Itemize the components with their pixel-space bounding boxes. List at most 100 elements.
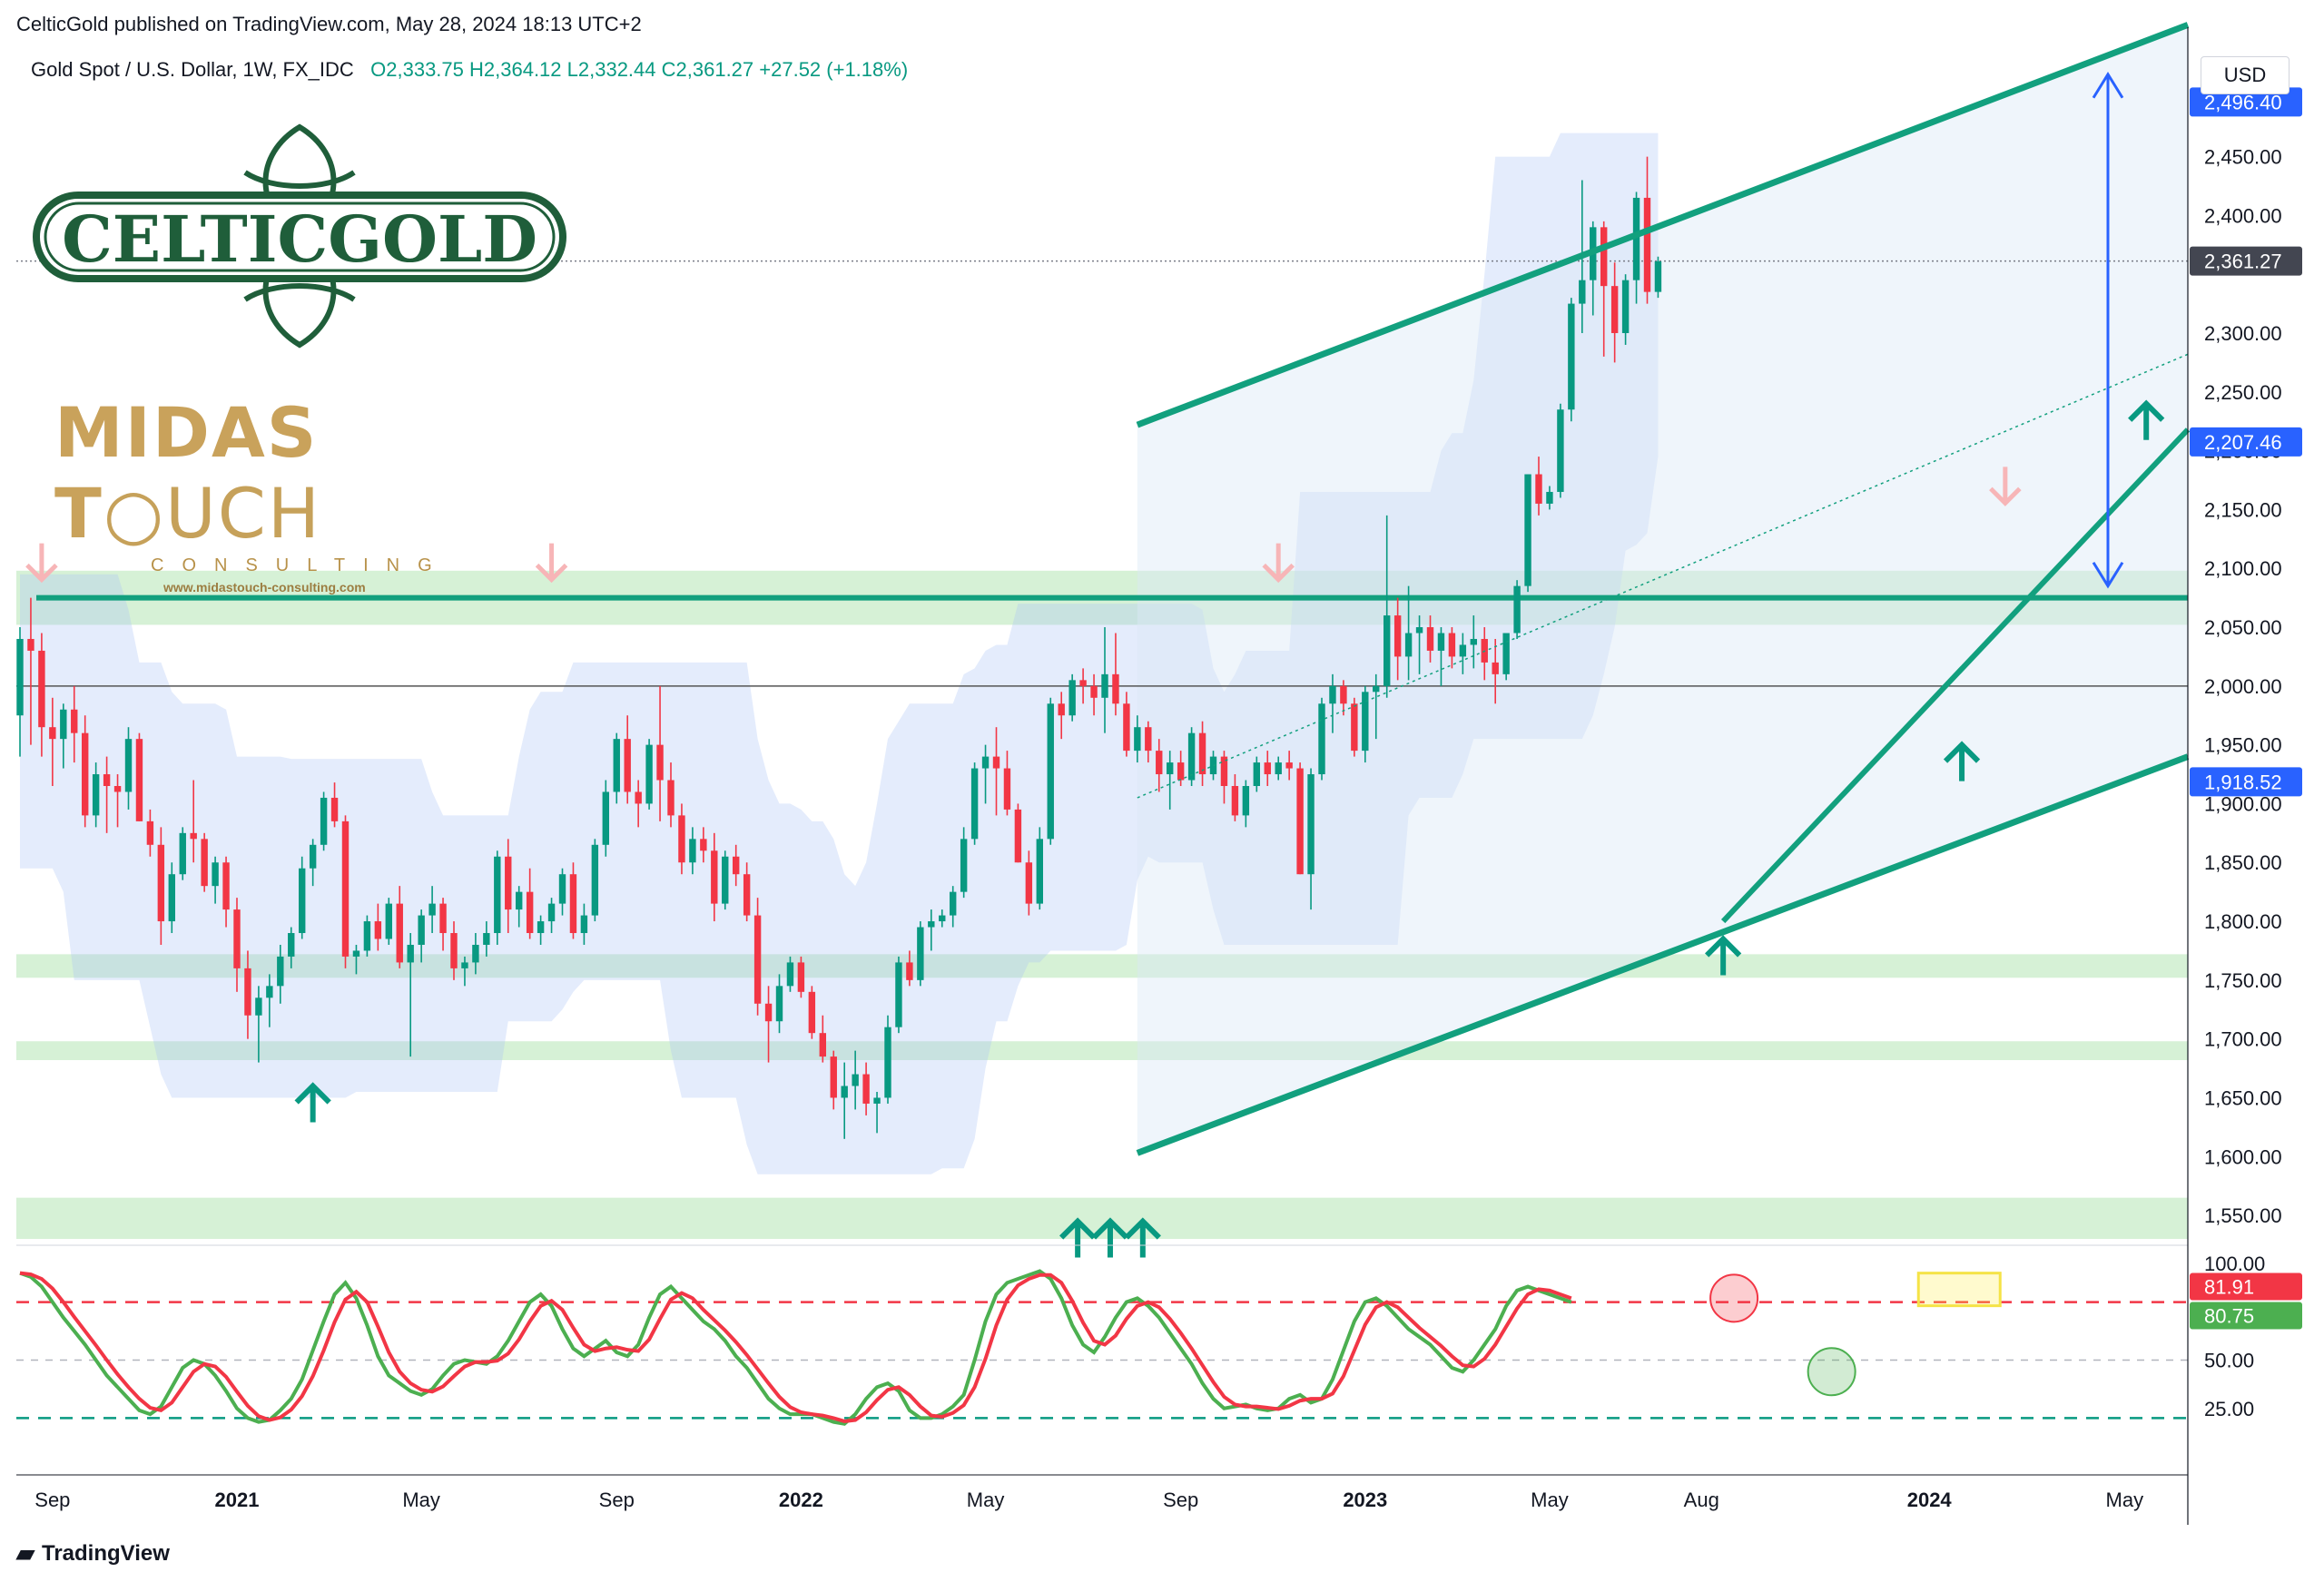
candle-body <box>1600 227 1608 287</box>
stochastic-panel <box>16 1244 2188 1476</box>
candle-body <box>277 956 284 987</box>
stoch-highlight-top <box>1709 1273 1759 1323</box>
candle-body <box>1524 474 1531 586</box>
candle-body <box>1079 680 1087 686</box>
price-tick-label: 1,950.00 <box>2204 734 2282 757</box>
candle-body <box>960 839 968 892</box>
price-tick-label: 2,000.00 <box>2204 675 2282 698</box>
price-tick-label: 1,800.00 <box>2204 910 2282 933</box>
candle-body <box>1415 627 1423 634</box>
price-tick-label: 1,600.00 <box>2204 1145 2282 1168</box>
candle-body <box>135 739 143 821</box>
candle-body <box>667 780 675 816</box>
candle-body <box>341 820 350 957</box>
midas-subtitle: CONSULTING <box>151 555 450 575</box>
time-tick-label: Sep <box>34 1489 70 1511</box>
candle-body <box>266 986 273 998</box>
time-tick-label: May <box>402 1489 440 1511</box>
candle-body <box>852 1074 859 1086</box>
candle-body <box>1610 286 1619 333</box>
candle-body <box>505 856 512 910</box>
celtic-logo-text: CELTICGOLD <box>62 201 537 277</box>
price-badges: 2,496.40 2,361.27 2,207.46 1,918.52 81.91 80.… <box>2190 87 2302 1330</box>
candle-body <box>494 856 501 934</box>
price-tick-label: 1,900.00 <box>2204 792 2282 815</box>
price-badge-label: 1,918.52 <box>2204 771 2282 793</box>
candle-body <box>613 739 620 792</box>
steep-support-line <box>1720 427 2191 924</box>
candle-body <box>732 856 740 875</box>
candle-body <box>385 903 393 939</box>
time-tick-label: 2022 <box>779 1489 823 1511</box>
candle-body <box>483 933 490 945</box>
candle-body <box>1058 703 1065 716</box>
candle-body <box>928 921 935 928</box>
candle-body <box>1492 662 1499 674</box>
candle-body <box>309 844 317 869</box>
candle-body <box>895 962 902 1027</box>
currency-button[interactable]: USD <box>2201 56 2290 94</box>
price-badge <box>2190 427 2302 457</box>
up-arrow-annotation <box>2128 399 2165 440</box>
candle-body <box>580 915 588 934</box>
candle-body <box>113 785 122 792</box>
candle-body <box>190 832 197 840</box>
candle-body <box>233 909 241 968</box>
candle-body <box>1307 774 1315 875</box>
candle-body <box>244 968 251 1016</box>
candle-body <box>722 856 729 904</box>
candle-body <box>1068 680 1076 716</box>
candle-body <box>1231 785 1239 816</box>
candle-body <box>201 839 208 887</box>
candlestick-series <box>16 156 1662 1139</box>
stoch-highlight-box <box>1916 1272 2002 1308</box>
up-arrow-annotation <box>1091 1217 1129 1258</box>
candle-body <box>1275 762 1282 775</box>
candle-body <box>298 868 306 934</box>
candle-body <box>1166 762 1174 775</box>
candle-body <box>38 650 45 728</box>
candle-body <box>1187 732 1196 781</box>
target-arrow-head-down <box>2092 561 2124 589</box>
down-arrow-annotation <box>1989 467 2022 506</box>
candle-body <box>624 739 631 792</box>
candle-body <box>1535 474 1542 504</box>
support-band-1 <box>16 954 2188 978</box>
symbol-name: Gold Spot / U.S. Dollar, 1W, FX_IDC <box>31 58 354 81</box>
candle-body <box>1242 785 1250 816</box>
up-arrow-annotation <box>1124 1217 1161 1258</box>
candle-body <box>558 874 566 904</box>
symbol-legend[interactable]: Gold Spot / U.S. Dollar, 1W, FX_IDC O2,3… <box>31 58 908 82</box>
candle-body <box>352 950 360 957</box>
candle-body <box>396 903 403 963</box>
candle-body <box>819 1033 827 1057</box>
candle-body <box>1632 197 1640 280</box>
stoch-badge-label: 80.75 <box>2204 1305 2254 1328</box>
down-arrow-annotation <box>25 543 58 584</box>
candle-body <box>1513 585 1521 634</box>
candle-body <box>645 744 653 804</box>
candle-body <box>873 1097 881 1104</box>
target-arrow-head-up <box>2092 71 2124 99</box>
tradingview-footer[interactable]: ▰ TradingView <box>16 1539 170 1567</box>
support-band-2 <box>16 1041 2188 1060</box>
stoch-badge <box>2190 1272 2302 1301</box>
up-arrow-annotation <box>1059 1217 1097 1258</box>
time-tick-label: 2021 <box>215 1489 260 1511</box>
price-tick-label: 2,050.00 <box>2204 616 2282 639</box>
price-tick-label: 2,100.00 <box>2204 557 2282 580</box>
candle-body <box>1362 692 1369 752</box>
candle-body <box>753 915 762 1004</box>
channel-upper-line <box>1136 22 2190 428</box>
stoch-highlight-bottom <box>1807 1347 1856 1397</box>
candle-body <box>472 944 479 963</box>
candle-body <box>320 797 328 845</box>
candle-body <box>27 638 34 651</box>
stoch-badge-label: 81.91 <box>2204 1276 2254 1299</box>
candle-body <box>439 903 447 934</box>
publish-line: CelticGold published on TradingView.com,… <box>16 13 642 35</box>
time-tick-label: Sep <box>1163 1489 1198 1511</box>
candle-body <box>1448 633 1456 657</box>
candle-body <box>212 862 219 887</box>
